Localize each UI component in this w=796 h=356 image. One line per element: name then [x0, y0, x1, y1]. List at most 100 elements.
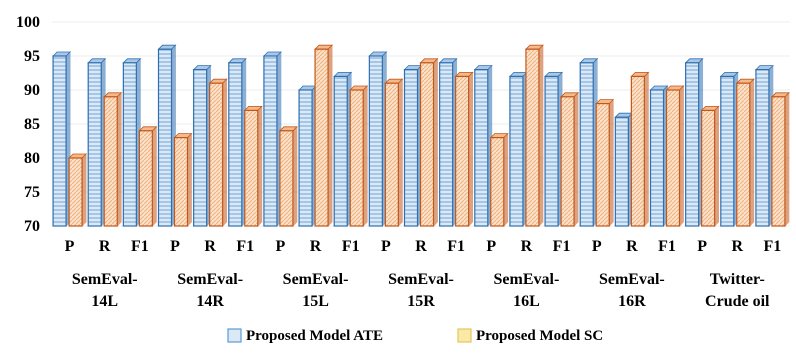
bar-front [649, 89, 665, 227]
bar-sc [173, 132, 193, 227]
bar-sc [68, 153, 88, 227]
bar-front [474, 68, 489, 227]
bar-sc [349, 85, 369, 227]
bar-front [122, 62, 137, 227]
x-group-label: SemEval- [177, 271, 243, 288]
bar-front [368, 55, 383, 227]
x-metric-label: P [592, 238, 602, 255]
x-group-label: 15L [302, 293, 329, 310]
bar-sc [243, 105, 263, 227]
x-metric-label: F1 [447, 238, 465, 255]
bar-sc [770, 91, 790, 227]
y-tick-label: 95 [24, 48, 40, 65]
x-metric-label: F1 [658, 238, 676, 255]
bar-front [349, 89, 364, 227]
bar-sc [419, 57, 439, 227]
x-metric-label: R [626, 238, 638, 255]
x-metric-label: R [732, 238, 744, 255]
y-tick-label: 70 [24, 218, 40, 235]
bar-ate [508, 71, 528, 227]
bar-front [173, 137, 189, 227]
bar-ate [719, 71, 739, 227]
x-group-label: 14R [196, 293, 224, 310]
bar-side [397, 78, 403, 227]
bar-ate [649, 85, 669, 227]
legend-swatch-sc [457, 328, 472, 343]
bar-ate [579, 57, 599, 227]
bar-ate [684, 57, 704, 227]
bar-ate [227, 57, 247, 227]
x-metric-label: P [381, 238, 391, 255]
x-group-label: 16R [618, 293, 646, 310]
bar-sc [665, 85, 685, 227]
x-group-label: Crude oil [705, 293, 770, 310]
bar-front [525, 48, 540, 227]
x-group-label: 16L [513, 293, 540, 310]
x-group-label: SemEval- [283, 271, 349, 288]
bar-side [187, 132, 192, 227]
bar-ate [192, 64, 212, 227]
bar-front [509, 75, 524, 227]
bar-front [490, 137, 505, 227]
bar-sc [524, 44, 544, 227]
bar-side [433, 57, 438, 227]
y-tick-label: 90 [24, 82, 40, 99]
bar-front [157, 48, 173, 227]
bar-ate [52, 51, 72, 227]
bar-front [228, 62, 243, 227]
x-metric-label: F1 [342, 238, 360, 255]
bar-front [87, 62, 102, 227]
bar-front [138, 130, 153, 227]
bar-ate [298, 85, 318, 227]
bar-front [614, 116, 629, 227]
bar-front [279, 130, 294, 227]
bar-ate [87, 57, 107, 227]
bar-sc [489, 132, 509, 227]
x-metric-label: R [521, 238, 533, 255]
legend-label: Proposed Model SC [476, 328, 603, 344]
x-metric-label: P [65, 238, 75, 255]
bar-front [755, 68, 770, 227]
bar-sc [735, 78, 755, 227]
x-metric-label: R [204, 238, 216, 255]
legend-label: Proposed Model ATE [246, 328, 383, 344]
bar-front [544, 75, 559, 227]
y-tick-label: 85 [24, 116, 40, 133]
bar-front [103, 96, 118, 227]
bar-ate [754, 64, 774, 227]
bar-ate [368, 51, 388, 227]
bar-ate [438, 57, 458, 227]
bar-front [579, 62, 594, 227]
bar-front [298, 89, 313, 227]
bars [52, 44, 790, 227]
bar-sc [208, 78, 228, 227]
bar-sc [560, 91, 580, 227]
bar-front [68, 157, 83, 227]
bar-ate [333, 71, 353, 227]
bar-front [455, 75, 470, 227]
bar-sc [314, 44, 334, 227]
bar-side [362, 85, 368, 227]
bar-ate [473, 64, 493, 227]
bar-front [595, 102, 610, 227]
bar-sc [595, 98, 615, 227]
x-group-label: SemEval- [388, 271, 454, 288]
x-metric-label: F1 [131, 238, 149, 255]
bar-sc [103, 91, 123, 227]
x-group-label: 15R [407, 293, 435, 310]
x-group-label: 14L [91, 293, 118, 310]
x-metric-label: R [415, 238, 427, 255]
bar-front [263, 55, 278, 227]
y-tick-label: 100 [16, 14, 40, 31]
bar-front [384, 82, 399, 227]
bar-front [736, 82, 751, 227]
x-metric-label: P [697, 238, 707, 255]
bar-ate [544, 71, 564, 227]
x-metric-label: F1 [236, 238, 254, 255]
x-metric-label: P [170, 238, 180, 255]
bar-front [701, 109, 716, 227]
bar-side [468, 71, 474, 227]
y-tick-label: 75 [24, 184, 40, 201]
bar-front [209, 82, 224, 227]
